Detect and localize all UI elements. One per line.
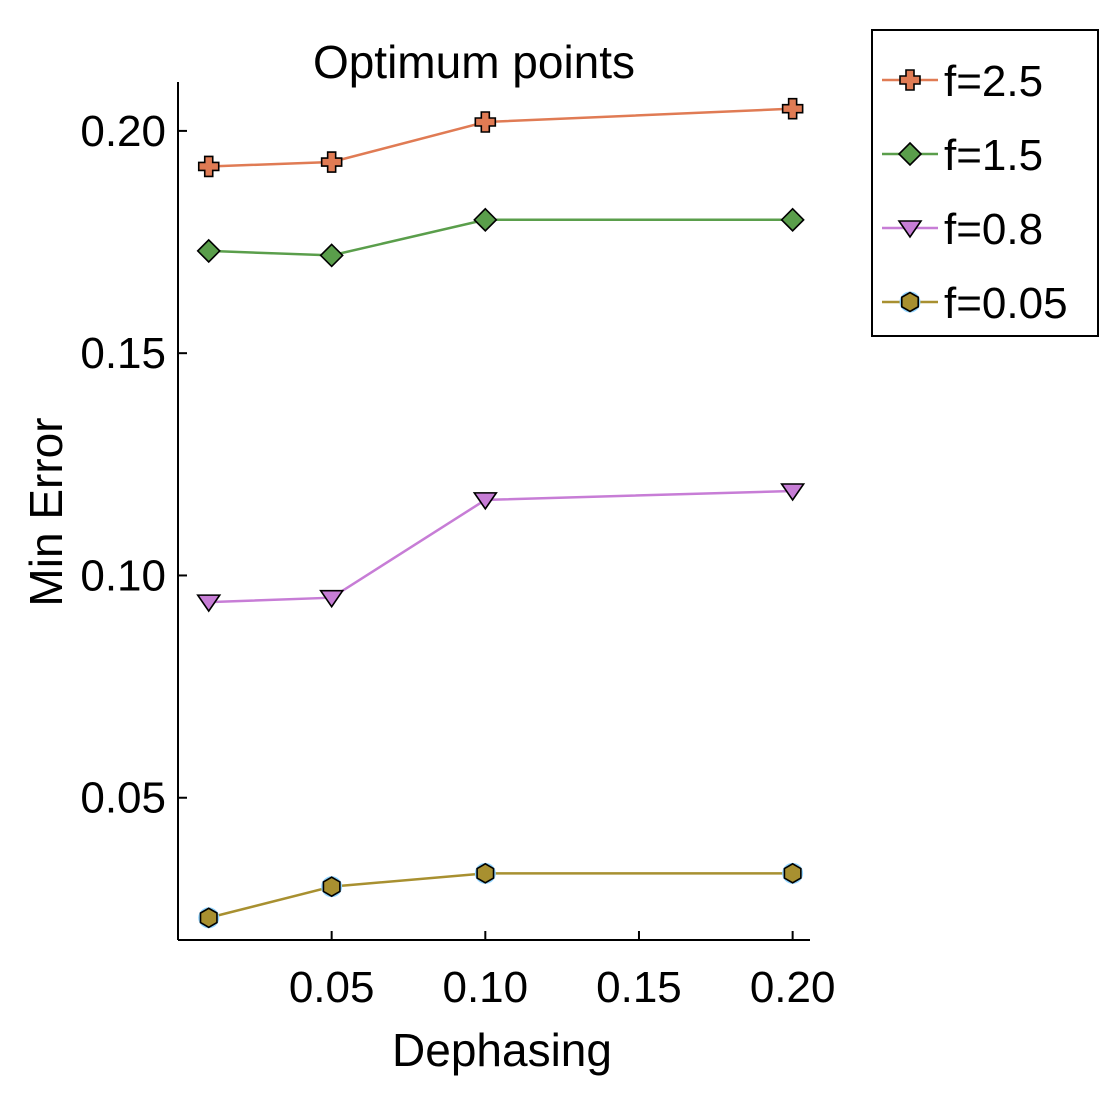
legend-entry: f=1.5 bbox=[882, 131, 1043, 180]
data-point bbox=[319, 589, 345, 609]
legend-marker bbox=[900, 291, 920, 313]
series-line bbox=[208, 872, 793, 919]
x-tick-label: 0.10 bbox=[442, 963, 528, 1012]
legend-entry: f=2.5 bbox=[882, 57, 1043, 106]
series-line bbox=[208, 107, 793, 168]
legend-label: f=0.05 bbox=[944, 279, 1068, 328]
legend-marker bbox=[899, 69, 921, 91]
data-point bbox=[196, 594, 222, 613]
data-point bbox=[780, 207, 805, 232]
legend-label: f=0.8 bbox=[944, 205, 1043, 254]
data-point bbox=[781, 97, 804, 120]
y-tick-label: 0.05 bbox=[80, 774, 166, 823]
x-axis: 0.05 0.10 0.15 0.20 bbox=[178, 931, 835, 1012]
y-axis: 0.05 0.10 0.15 0.20 bbox=[80, 82, 187, 940]
data-point bbox=[783, 862, 802, 884]
legend-entry: f=0.05 bbox=[882, 279, 1068, 328]
data-point bbox=[320, 151, 343, 173]
y-axis-title: Min Error bbox=[20, 417, 72, 606]
series-3 bbox=[198, 862, 804, 929]
data-point bbox=[472, 492, 498, 511]
data-point bbox=[319, 243, 344, 268]
chart-title: Optimum points bbox=[313, 36, 635, 88]
legend-marker bbox=[897, 141, 923, 167]
x-tick-label: 0.05 bbox=[289, 963, 375, 1012]
legend-label: f=2.5 bbox=[944, 57, 1043, 106]
data-point bbox=[474, 111, 497, 133]
legend-marker bbox=[897, 220, 923, 239]
series-0 bbox=[197, 97, 804, 178]
data-point bbox=[780, 483, 806, 502]
legend-label: f=1.5 bbox=[944, 131, 1043, 180]
series-line bbox=[208, 489, 793, 604]
data-point bbox=[322, 876, 341, 898]
series-line bbox=[208, 218, 793, 257]
y-tick-label: 0.20 bbox=[80, 107, 166, 156]
x-axis-title: Dephasing bbox=[392, 1024, 612, 1076]
data-point bbox=[199, 907, 218, 929]
data-point bbox=[476, 862, 495, 884]
series-1 bbox=[196, 207, 805, 268]
y-tick-label: 0.10 bbox=[80, 551, 166, 600]
data-point bbox=[197, 155, 220, 178]
series-2 bbox=[196, 483, 806, 613]
x-tick-label: 0.15 bbox=[596, 963, 682, 1012]
series-layer bbox=[196, 97, 806, 929]
y-tick-label: 0.15 bbox=[80, 329, 166, 378]
data-point bbox=[196, 238, 221, 264]
data-point bbox=[473, 207, 498, 232]
legend-entry: f=0.8 bbox=[882, 205, 1043, 254]
x-tick-label: 0.20 bbox=[750, 963, 836, 1012]
legend: f=2.5 f=1.5 f=0.8 f=0.05 bbox=[871, 29, 1099, 337]
